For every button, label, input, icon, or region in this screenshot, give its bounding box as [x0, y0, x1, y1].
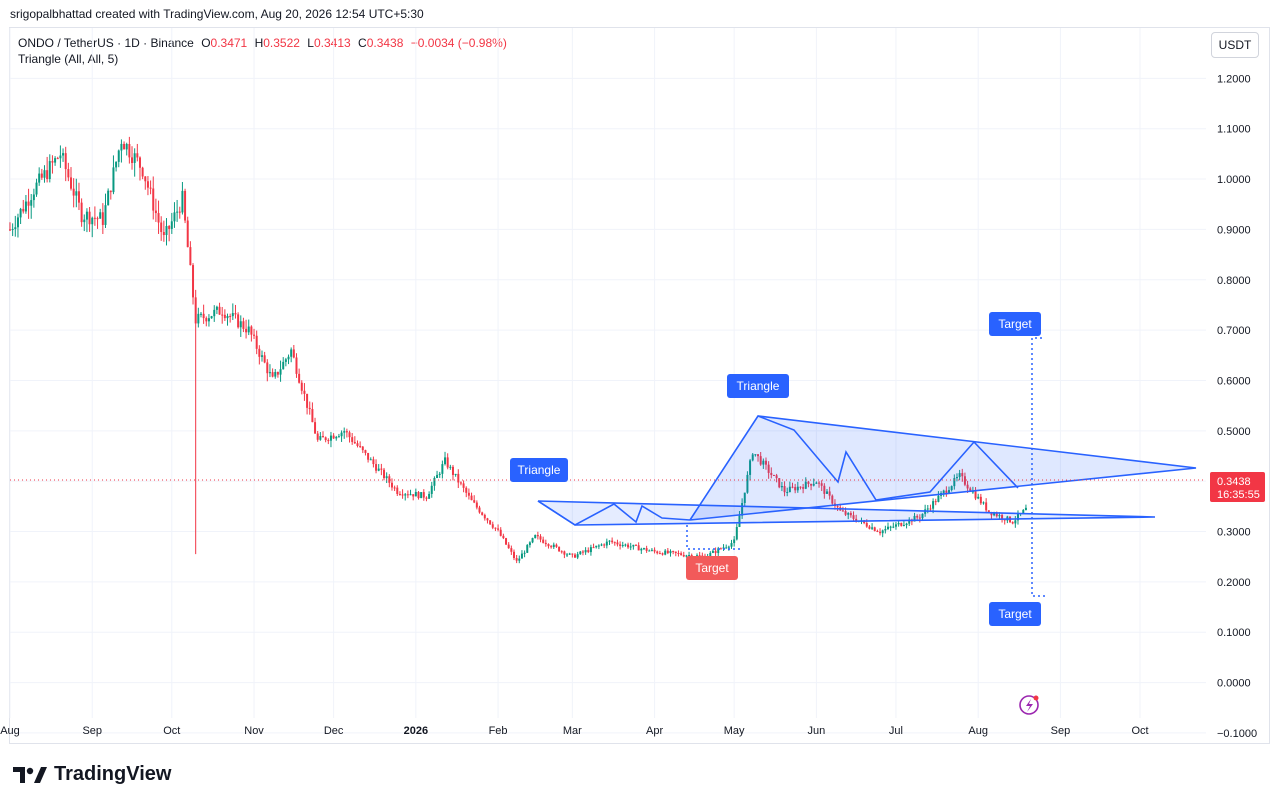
tradingview-logo-icon	[13, 766, 47, 783]
change-value: −0.0034 (−0.98%)	[410, 36, 507, 50]
symbol-title[interactable]: ONDO / TetherUS · 1D · Binance	[18, 36, 194, 50]
low-value: 0.3413	[313, 36, 351, 50]
tradingview-logo-text: TradingView	[54, 763, 172, 785]
open-label: O	[201, 36, 211, 50]
indicator-row[interactable]: Triangle (All, All, 5)	[18, 52, 119, 66]
attribution-header: srigopalbhattad created with TradingView…	[10, 7, 424, 21]
currency-button[interactable]: USDT	[1211, 32, 1259, 58]
tradingview-logo[interactable]: TradingView	[12, 763, 171, 786]
ohlc-row: ONDO / TetherUS · 1D · Binance O0.3471 H…	[18, 35, 507, 51]
low-label: L	[307, 36, 314, 50]
close-value: 0.3438	[366, 36, 404, 50]
high-label: H	[254, 36, 264, 50]
close-label: C	[358, 36, 367, 50]
chart-legend: ONDO / TetherUS · 1D · Binance O0.3471 H…	[18, 35, 507, 67]
open-value: 0.3471	[210, 36, 248, 50]
high-value: 0.3522	[263, 36, 300, 50]
chart-frame[interactable]	[9, 27, 1270, 744]
